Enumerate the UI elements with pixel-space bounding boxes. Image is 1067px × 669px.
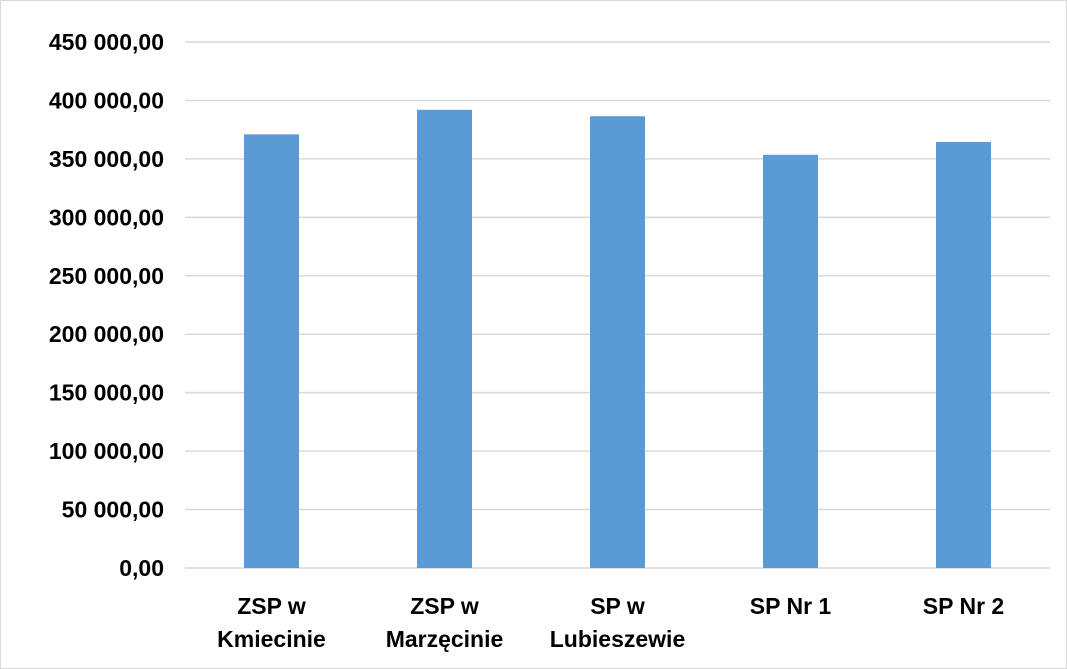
y-tick-label: 50 000,00	[62, 497, 164, 523]
y-axis-tick-labels: 0,00 50 000,00 100 000,00 150 000,00 200 000…	[49, 29, 164, 581]
bar	[244, 134, 299, 568]
y-tick-label: 400 000,00	[49, 87, 164, 113]
y-tick-label: 250 000,00	[49, 263, 164, 289]
y-tick-label: 150 000,00	[49, 380, 164, 406]
y-tick-label: 0,00	[119, 555, 164, 581]
y-tick-label: 100 000,00	[49, 438, 164, 464]
y-tick-label: 450 000,00	[49, 29, 164, 55]
bar	[417, 109, 472, 568]
gridlines	[185, 41, 1050, 569]
x-category-label: SP Nr 2	[923, 593, 1004, 619]
x-category-label: SP w Lubieszewie	[550, 593, 685, 652]
y-tick-label: 350 000,00	[49, 146, 164, 172]
bar	[936, 141, 991, 568]
y-tick-label: 200 000,00	[49, 321, 164, 347]
y-tick-label: 300 000,00	[49, 204, 164, 230]
x-category-label: ZSP w Kmiecinie	[217, 593, 326, 652]
x-axis-category-labels: ZSP w Kmiecinie ZSP w Marzęcinie SP w Lubiesz…	[217, 593, 1004, 652]
bar	[590, 116, 645, 569]
bar	[763, 154, 818, 568]
x-category-label: ZSP w Marzęcinie	[386, 593, 504, 652]
x-category-label: SP Nr 1	[750, 593, 832, 619]
bars	[244, 109, 991, 569]
